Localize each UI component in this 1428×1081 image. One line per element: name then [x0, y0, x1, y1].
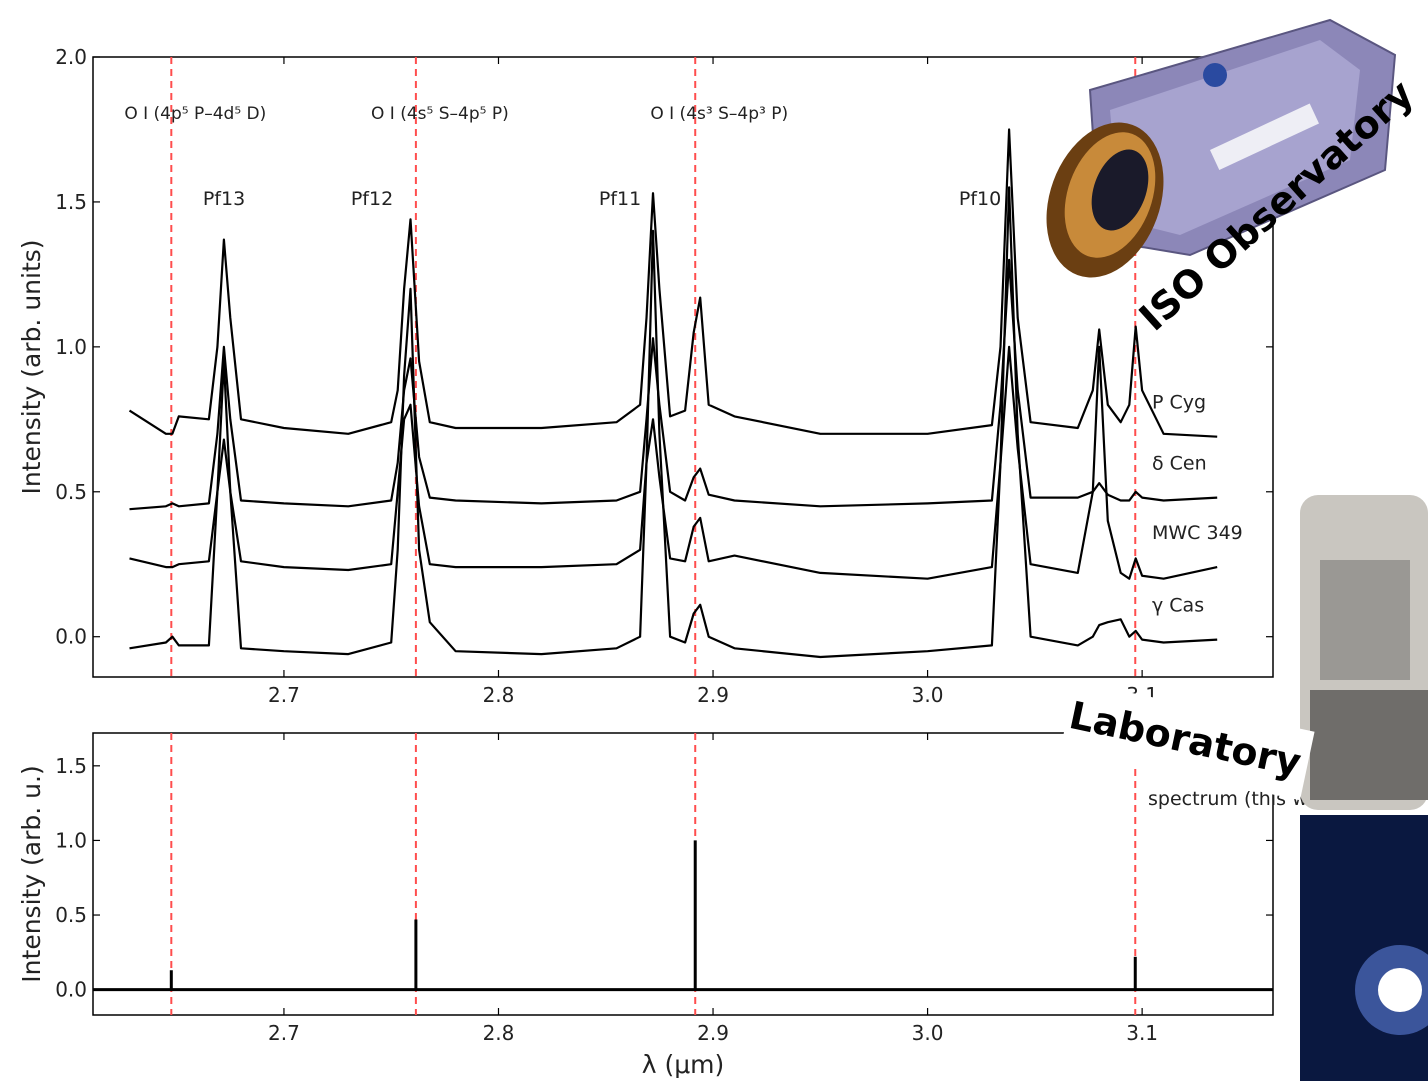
x-tick-label: 2.8 — [483, 683, 515, 707]
series-label: MWC 349 — [1152, 522, 1243, 544]
spectrum-line — [128, 128, 1218, 438]
peak-label: Pf13 — [203, 188, 245, 210]
y-tick-label: 1.5 — [55, 190, 87, 214]
x-tick-label: 3.1 — [1126, 1021, 1158, 1045]
y-tick-label: 0.0 — [55, 625, 87, 649]
lab-callout: Laboratory — [1060, 680, 1315, 801]
x-tick-label: 3.0 — [912, 1021, 944, 1045]
series-label: P Cyg — [1152, 392, 1206, 414]
x-tick-label: 3.0 — [912, 683, 944, 707]
peak-label: Pf11 — [599, 188, 641, 210]
x-tick-label: 2.7 — [268, 1021, 300, 1045]
spectrum-line — [129, 345, 1218, 580]
x-axis-label: λ (μm) — [642, 1050, 725, 1079]
y-axis-label: Intensity (arb. units) — [17, 239, 46, 494]
series-label: γ Cas — [1152, 595, 1204, 617]
peak-label: Pf12 — [351, 188, 393, 210]
transition-label: O I (4s⁵ S–4p⁵ P) — [371, 104, 509, 124]
iso-satellite-image — [1046, 18, 1397, 278]
transition-label: O I (4p⁵ P–4d⁵ D) — [124, 104, 266, 124]
y-tick-label: 0.0 — [55, 978, 87, 1002]
y-tick-label: 0.5 — [55, 480, 87, 504]
series-label: δ Cen — [1152, 453, 1207, 475]
x-tick-label: 2.8 — [483, 1021, 515, 1045]
peak-label: Pf10 — [959, 188, 1001, 210]
plot-frame — [92, 56, 1274, 678]
y-tick-label: 1.0 — [55, 335, 87, 359]
y-tick-label: 1.0 — [55, 828, 87, 852]
y-tick-label: 0.5 — [55, 903, 87, 927]
x-tick-label: 2.9 — [697, 683, 729, 707]
y-tick-label: 1.5 — [55, 754, 87, 778]
x-tick-label: 2.9 — [697, 1021, 729, 1045]
transition-label: O I (4s³ S–4p³ P) — [650, 104, 788, 124]
lab-photo — [1300, 495, 1428, 1081]
spectrum-line — [129, 186, 1218, 659]
y-axis-label: Intensity (arb. u.) — [17, 765, 46, 982]
y-tick-label: 2.0 — [55, 45, 87, 69]
plot-frame — [92, 732, 1274, 1016]
x-tick-label: 2.7 — [268, 683, 300, 707]
spectrum-line — [129, 258, 1218, 511]
